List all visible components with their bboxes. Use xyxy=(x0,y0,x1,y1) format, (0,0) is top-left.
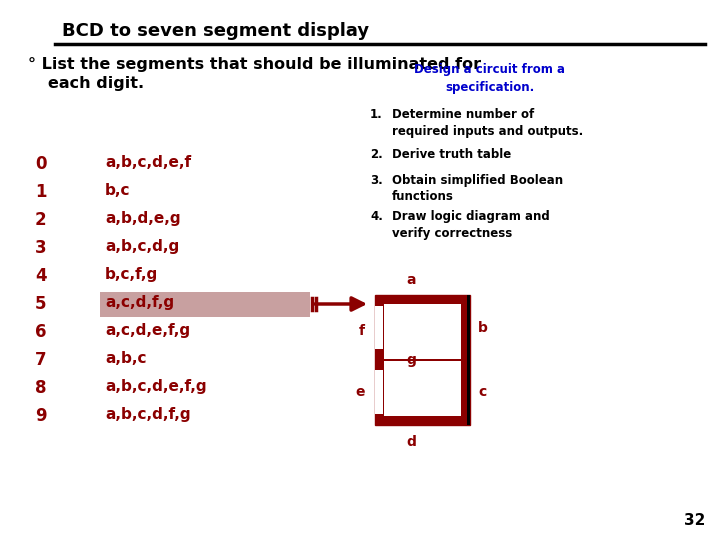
Bar xyxy=(467,295,470,425)
Bar xyxy=(100,292,310,317)
Text: b,c: b,c xyxy=(105,183,130,198)
Text: BCD to seven segment display: BCD to seven segment display xyxy=(62,22,369,40)
Text: a,b,c,d,e,f: a,b,c,d,e,f xyxy=(105,155,191,170)
Text: a,b,c: a,b,c xyxy=(105,351,146,366)
Text: Design a circuit from a
specification.: Design a circuit from a specification. xyxy=(415,63,565,94)
Bar xyxy=(375,295,470,425)
Bar xyxy=(384,304,461,359)
Text: b: b xyxy=(478,321,488,334)
Text: c: c xyxy=(478,386,486,400)
Text: e: e xyxy=(356,386,365,400)
Text: a,b,c,d,e,f,g: a,b,c,d,e,f,g xyxy=(105,379,207,394)
Bar xyxy=(384,361,461,416)
Text: a: a xyxy=(406,273,416,287)
Text: 8: 8 xyxy=(35,379,47,397)
Text: a,b,c,d,g: a,b,c,d,g xyxy=(105,239,179,254)
Text: 2.: 2. xyxy=(370,148,383,161)
Text: b,c,f,g: b,c,f,g xyxy=(105,267,158,282)
Bar xyxy=(375,370,383,414)
Text: f: f xyxy=(359,325,365,339)
Bar xyxy=(375,306,383,349)
Text: Draw logic diagram and
verify correctness: Draw logic diagram and verify correctnes… xyxy=(392,210,550,240)
Text: a,c,d,f,g: a,c,d,f,g xyxy=(105,295,174,310)
Text: a,b,d,e,g: a,b,d,e,g xyxy=(105,211,181,226)
Text: each digit.: each digit. xyxy=(48,76,144,91)
Text: a,b,c,d,f,g: a,b,c,d,f,g xyxy=(105,407,191,422)
Text: d: d xyxy=(406,435,416,449)
Text: 1: 1 xyxy=(35,183,47,201)
Text: Obtain simplified Boolean
functions: Obtain simplified Boolean functions xyxy=(392,174,563,204)
Text: 1.: 1. xyxy=(370,108,383,121)
Text: 3: 3 xyxy=(35,239,47,257)
Text: Derive truth table: Derive truth table xyxy=(392,148,511,161)
Text: 4.: 4. xyxy=(370,210,383,223)
Text: 9: 9 xyxy=(35,407,47,425)
Text: 2: 2 xyxy=(35,211,47,229)
Text: 5: 5 xyxy=(35,295,47,313)
Text: g: g xyxy=(406,353,416,367)
Text: 4: 4 xyxy=(35,267,47,285)
Text: ° List the segments that should be illuminated for: ° List the segments that should be illum… xyxy=(28,57,481,72)
Text: 3.: 3. xyxy=(370,174,383,187)
Text: 7: 7 xyxy=(35,351,47,369)
Text: 32: 32 xyxy=(683,513,705,528)
Text: a,c,d,e,f,g: a,c,d,e,f,g xyxy=(105,323,190,338)
Text: 6: 6 xyxy=(35,323,47,341)
Text: 0: 0 xyxy=(35,155,47,173)
Text: Determine number of
required inputs and outputs.: Determine number of required inputs and … xyxy=(392,108,583,138)
